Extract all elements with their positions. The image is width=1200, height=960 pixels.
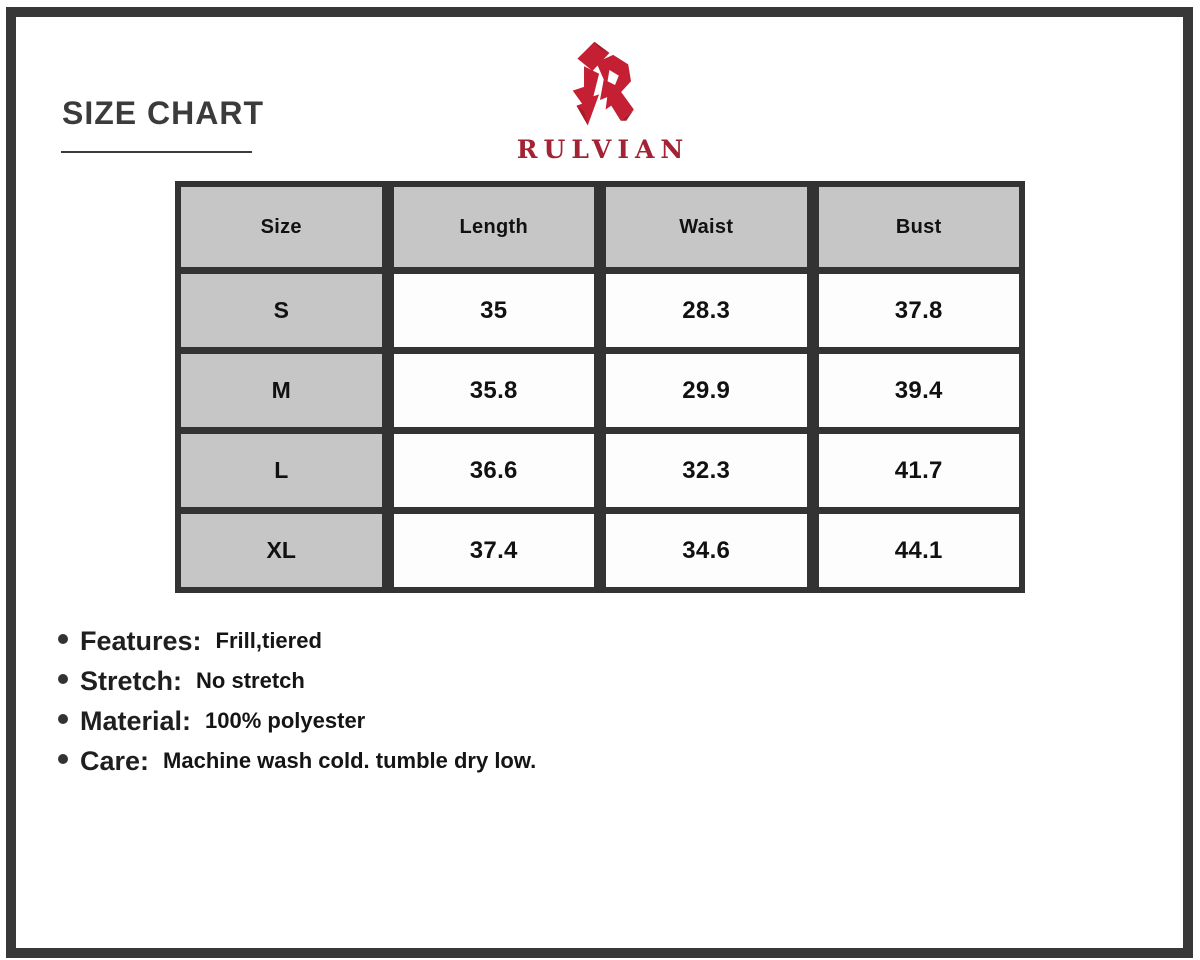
bullet-icon	[58, 634, 68, 644]
detail-value-features: Frill,tiered	[215, 628, 322, 653]
row-xl-bust-cell: 44.1	[818, 514, 1019, 587]
detail-item-care: Care: Machine wash cold. tumble dry low.	[58, 741, 536, 781]
detail-item-material: Material: 100% polyester	[58, 701, 536, 741]
row-l-size-cell: L	[181, 434, 382, 507]
row-s-length-cell: 35	[393, 274, 594, 347]
detail-label-care: Care:	[80, 745, 150, 776]
row-m-length-cell: 35.8	[393, 354, 594, 427]
detail-item-stretch: Stretch: No stretch	[58, 661, 536, 701]
column-header-size: Size	[181, 187, 382, 267]
page-title: SIZE CHART	[62, 95, 264, 131]
bullet-icon	[58, 674, 68, 684]
product-details-list: Features: Frill,tiered Stretch: No stret…	[58, 621, 536, 781]
detail-value-material: 100% polyester	[205, 708, 366, 733]
detail-value-stretch: No stretch	[196, 668, 305, 693]
column-header-bust: Bust	[818, 187, 1019, 267]
row-s-bust-cell: 37.8	[818, 274, 1019, 347]
row-xl-length-cell: 37.4	[393, 514, 594, 587]
detail-label-stretch: Stretch:	[80, 665, 183, 696]
column-header-waist: Waist	[606, 187, 807, 267]
row-m-bust-cell: 39.4	[818, 354, 1019, 427]
size-chart-table: Size Length Waist Bust S 35 28.3 37.8 M …	[175, 181, 1025, 593]
row-l-length-cell: 36.6	[393, 434, 594, 507]
detail-label-features: Features:	[80, 625, 202, 656]
row-m-waist-cell: 29.9	[606, 354, 807, 427]
brand-block: RULVIAN	[0, 38, 1200, 164]
row-l-waist-cell: 32.3	[606, 434, 807, 507]
row-m-size-cell: M	[181, 354, 382, 427]
row-xl-size-cell: XL	[181, 514, 382, 587]
detail-value-care: Machine wash cold. tumble dry low.	[163, 748, 537, 773]
row-s-waist-cell: 28.3	[606, 274, 807, 347]
bullet-icon	[58, 754, 68, 764]
detail-item-features: Features: Frill,tiered	[58, 621, 536, 661]
rulvian-logo-icon	[552, 38, 648, 132]
title-underline	[61, 151, 252, 153]
bullet-icon	[58, 714, 68, 724]
column-header-length: Length	[393, 187, 594, 267]
row-l-bust-cell: 41.7	[818, 434, 1019, 507]
brand-wordmark: RULVIAN	[516, 135, 690, 164]
detail-label-material: Material:	[80, 705, 192, 736]
row-xl-waist-cell: 34.6	[606, 514, 807, 587]
row-s-size-cell: S	[181, 274, 382, 347]
